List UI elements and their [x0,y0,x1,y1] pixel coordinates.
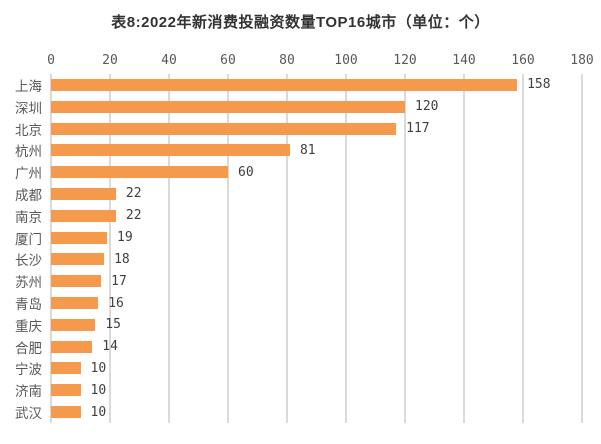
x-tick-label: 180 [570,53,594,68]
bar [51,144,290,157]
x-tick-label: 160 [511,53,535,68]
category-label: 济南 [15,384,42,400]
bar-row: 117 [51,118,582,140]
gridline [168,74,170,423]
x-axis-ticks: 0 20 40 60 80 100 120 140 160 180 [0,53,601,69]
bar [51,297,99,310]
value-label: 14 [102,339,118,355]
value-label: 158 [527,77,551,93]
category-label: 宁波 [15,362,42,378]
bar [51,122,397,135]
bar-row: 19 [51,227,582,249]
x-tick-label: 140 [452,53,476,68]
value-label: 60 [238,164,254,180]
category-label: 广州 [15,166,42,182]
gridline [50,74,52,423]
category-label: 青岛 [15,297,42,313]
value-label: 10 [90,404,107,420]
value-label: 117 [406,121,430,137]
bar-row: 158 [51,74,582,96]
x-tick-label: 0 [47,53,55,68]
value-label: 16 [108,295,124,311]
category-label: 成都 [15,187,42,203]
value-label: 17 [111,273,127,289]
plot-area: 158 120 117 81 60 22 22 19 18 17 16 15 14 10 10 10 [50,74,583,423]
value-label: 19 [117,230,133,246]
bar [51,362,81,375]
bar [51,231,108,244]
category-label: 厦门 [15,231,42,247]
value-label: 10 [90,360,107,376]
category-label: 长沙 [15,253,42,269]
value-label: 10 [90,382,107,398]
gridline [463,74,465,423]
category-label: 深圳 [15,100,42,116]
gridline [286,74,288,423]
bar [51,406,81,419]
value-label: 120 [415,99,439,115]
bar [51,275,102,288]
bar-row: 18 [51,249,582,271]
value-label: 18 [114,251,130,267]
gridline [227,74,229,423]
category-label: 武汉 [15,406,42,422]
x-tick-label: 40 [161,53,177,68]
category-label: 北京 [15,122,42,138]
bar-row: 22 [51,205,582,227]
gridline [581,74,583,423]
y-axis-labels: 上海深圳北京杭州广州成都南京厦门长沙苏州青岛重庆合肥宁波济南武汉 [0,74,46,423]
bar [51,209,116,222]
bar-row: 16 [51,292,582,314]
bar-row: 10 [51,358,582,380]
bar [51,100,405,113]
bar-row: 10 [51,401,582,423]
gridline [404,74,406,423]
bar-row: 14 [51,336,582,358]
x-tick-label: 60 [220,53,236,68]
gridline [345,74,347,423]
bar-row: 10 [51,379,582,401]
category-label: 重庆 [15,318,42,334]
value-label: 81 [299,142,316,158]
value-label: 15 [105,317,121,333]
bar-row: 60 [51,161,582,183]
bar-row: 15 [51,314,582,336]
bar-row: 81 [51,139,582,161]
bar-row: 22 [51,183,582,205]
value-label: 22 [125,208,142,224]
category-label: 南京 [15,209,42,225]
bar [51,340,93,353]
category-label: 上海 [15,78,42,94]
gridline [109,74,111,423]
category-label: 合肥 [15,340,42,356]
chart-title: 表8:2022年新消费投融资数量TOP16城市（单位：个） [111,14,490,31]
x-tick-label: 20 [102,53,118,68]
bar [51,253,105,266]
x-tick-label: 100 [334,53,358,68]
bar [51,318,96,331]
bar [51,187,116,200]
bar-row: 17 [51,270,582,292]
x-tick-label: 120 [393,53,417,68]
bar-row: 120 [51,96,582,118]
category-label: 苏州 [15,275,42,291]
x-tick-label: 80 [279,53,295,68]
category-label: 杭州 [15,144,42,160]
bar [51,384,81,397]
value-label: 22 [125,186,142,202]
gridline [522,74,524,423]
bar [51,166,228,179]
bar-rows: 158 120 117 81 60 22 22 19 18 17 16 15 14 10 10 10 [51,74,582,423]
bar [51,78,518,91]
